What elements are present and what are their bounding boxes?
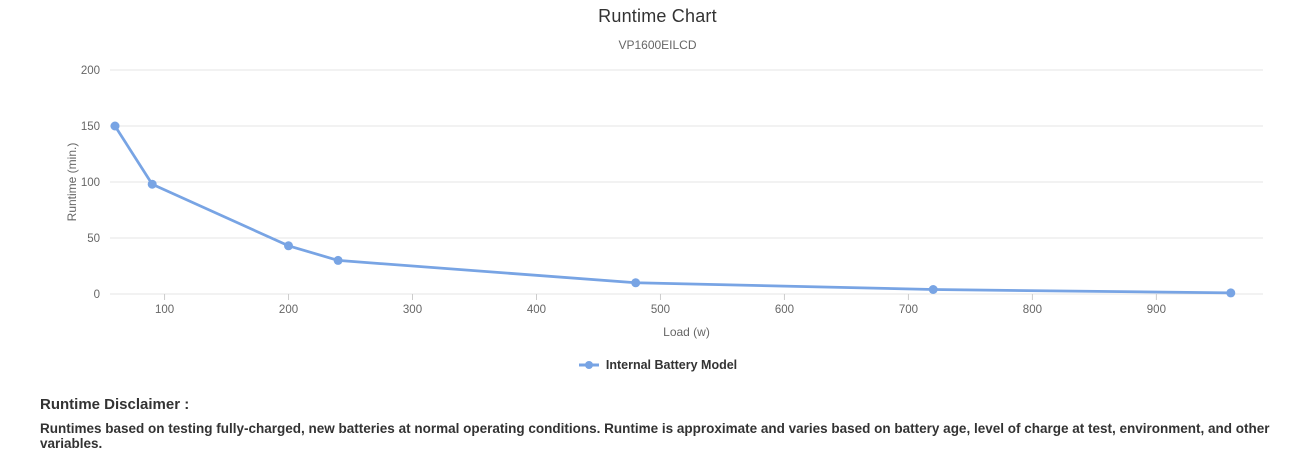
x-tick-label: 400 xyxy=(527,304,546,316)
y-tick-label: 100 xyxy=(81,177,100,189)
y-tick-label: 200 xyxy=(81,65,100,77)
x-tick-label: 200 xyxy=(279,304,298,316)
x-tick-label: 500 xyxy=(651,304,670,316)
y-tick-label: 150 xyxy=(81,121,100,133)
y-axis-title: Runtime (min.) xyxy=(65,143,79,222)
data-point-marker[interactable] xyxy=(1226,288,1236,298)
chart-legend: Internal Battery Model xyxy=(22,358,1293,372)
x-tick-label: 600 xyxy=(775,304,794,316)
y-tick-label: 50 xyxy=(87,233,100,245)
x-tick-label: 700 xyxy=(899,304,918,316)
disclaimer-text: Runtimes based on testing fully-charged,… xyxy=(40,421,1270,451)
x-tick-label: 100 xyxy=(155,304,174,316)
x-tick-label: 300 xyxy=(403,304,422,316)
data-point-marker[interactable] xyxy=(110,121,120,131)
data-point-marker[interactable] xyxy=(631,278,641,288)
legend-label: Internal Battery Model xyxy=(605,358,738,372)
data-point-marker[interactable] xyxy=(147,179,157,189)
chart-subtitle: VP1600EILCD xyxy=(618,38,697,52)
x-tick-label: 900 xyxy=(1147,304,1166,316)
data-point-marker[interactable] xyxy=(928,285,938,294)
legend-line-marker-icon xyxy=(578,361,599,369)
chart-title: Runtime Chart xyxy=(598,6,717,26)
x-axis-title: Load (w) xyxy=(663,325,710,339)
data-point-marker[interactable] xyxy=(284,241,293,251)
x-tick-label: 800 xyxy=(1023,304,1042,316)
disclaimer-heading: Runtime Disclaimer : xyxy=(40,396,190,413)
legend-item-internal-battery-model[interactable]: Internal Battery Model xyxy=(578,358,737,372)
y-tick-label: 0 xyxy=(94,289,100,301)
data-point-marker[interactable] xyxy=(333,255,343,265)
series-line[interactable] xyxy=(113,124,1233,295)
